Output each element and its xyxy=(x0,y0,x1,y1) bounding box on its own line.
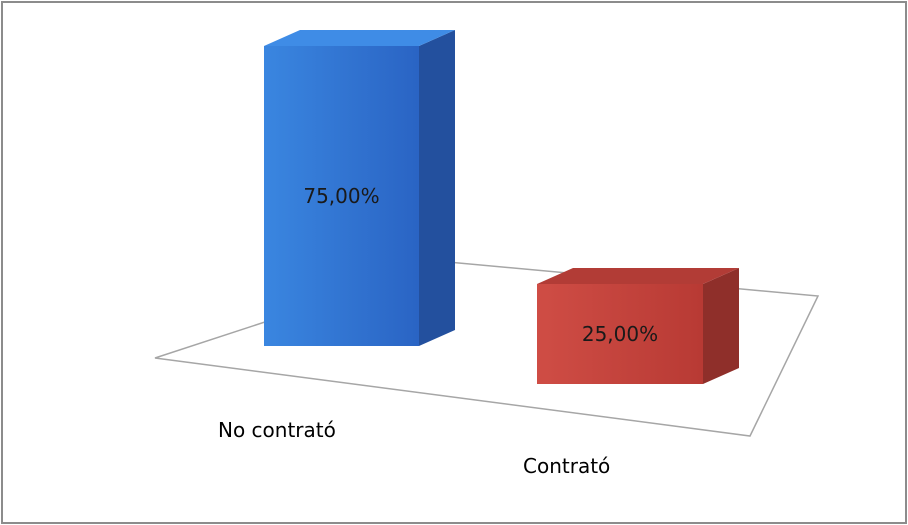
bar-contrato xyxy=(537,284,703,384)
data-label-no-contrato: 75,00% xyxy=(303,184,379,208)
bar-side-contrato xyxy=(703,268,739,384)
bars-group: 75,00% 25,00% xyxy=(264,30,739,384)
category-label-contrato: Contrató xyxy=(523,454,610,478)
data-label-contrato: 25,00% xyxy=(582,322,658,346)
category-label-no-contrato: No contrató xyxy=(218,418,336,442)
bar-top-contrato xyxy=(537,268,739,284)
bar-top-no-contrato xyxy=(264,30,455,46)
bar-no-contrato xyxy=(264,46,419,346)
bar-side-no-contrato xyxy=(419,30,455,346)
